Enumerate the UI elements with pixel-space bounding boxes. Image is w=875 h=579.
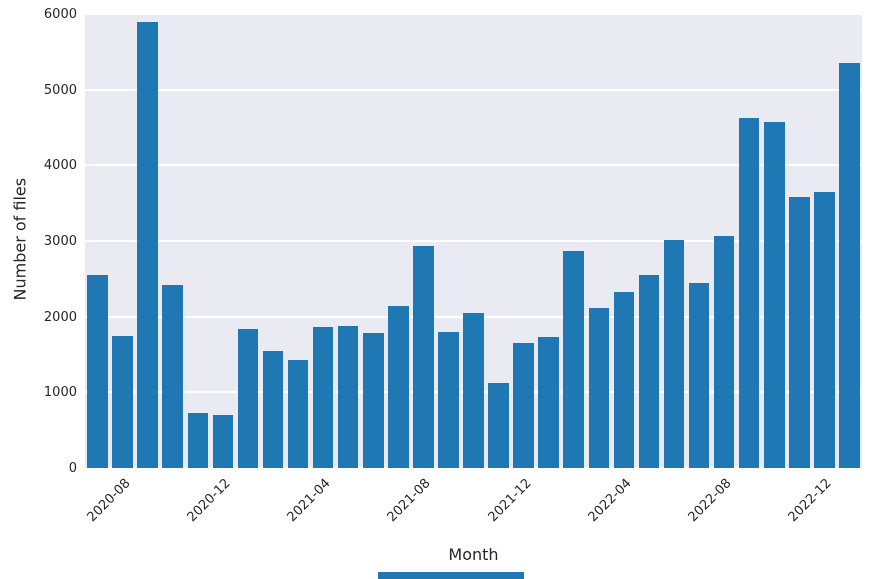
bar-2021-03 (287, 359, 309, 468)
bar-2021-12 (513, 343, 534, 468)
y-tick-label: 3000 (43, 234, 77, 249)
y-tick-label: 5000 (43, 82, 77, 98)
bar-2021-02 (262, 350, 284, 468)
gridline (85, 240, 862, 242)
bar-2021-06 (362, 333, 384, 468)
bar-2021-08 (413, 246, 434, 468)
bar-2020-08 (112, 335, 133, 468)
gridline (85, 164, 862, 167)
bar-2022-07 (688, 282, 710, 468)
bar-2022-03 (588, 307, 610, 468)
bar-2021-05 (337, 325, 359, 468)
y-tick-label: 1000 (43, 385, 77, 401)
bar-2020-09 (137, 21, 158, 468)
bar-2020-07 (87, 275, 108, 468)
bar-2020-12 (212, 415, 234, 468)
bar-2022-04 (613, 291, 635, 468)
bar-2020-10 (162, 284, 183, 468)
bar-2023-01 (839, 63, 860, 468)
bar-2021-07 (388, 306, 409, 468)
bar-2022-12 (814, 191, 835, 468)
bar-2022-08 (713, 236, 735, 468)
bar-2022-05 (638, 275, 660, 468)
bar-2021-04 (312, 327, 334, 468)
bar-2022-10 (763, 122, 785, 468)
y-tick-label: 4000 (43, 158, 77, 174)
bar-2021-10 (463, 312, 484, 468)
bar-2022-06 (663, 240, 685, 468)
gridline (85, 88, 862, 91)
bar-2021-09 (438, 331, 459, 468)
gridline (85, 14, 862, 15)
bottom-blue-strip (378, 572, 524, 579)
bar-2022-09 (738, 117, 760, 468)
bar-2021-11 (488, 382, 509, 468)
bar-2021-01 (237, 328, 259, 468)
bar-2020-11 (187, 412, 209, 468)
x-axis-label: Month (448, 545, 499, 564)
bar-2022-01 (538, 337, 559, 468)
bar-2022-02 (563, 250, 585, 468)
plot-area (85, 14, 862, 468)
y-tick-label: 0 (68, 461, 77, 476)
y-tick-label: 6000 (43, 7, 77, 22)
y-axis-label: Number of files (10, 177, 30, 301)
bar-2022-11 (789, 197, 810, 468)
y-tick-label: 2000 (43, 309, 77, 325)
